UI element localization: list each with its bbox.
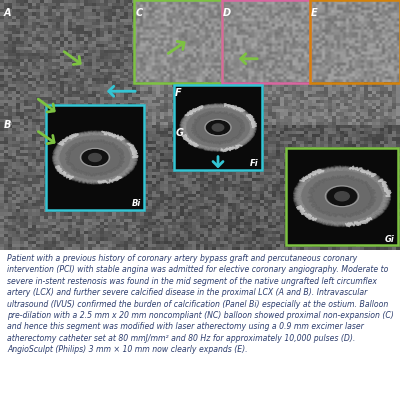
Polygon shape	[294, 166, 391, 226]
Circle shape	[328, 187, 356, 205]
Polygon shape	[293, 166, 391, 227]
Text: E: E	[311, 8, 318, 18]
Circle shape	[82, 150, 108, 166]
Polygon shape	[294, 166, 390, 227]
Circle shape	[206, 120, 230, 135]
Text: F: F	[175, 88, 182, 98]
Polygon shape	[52, 131, 138, 184]
Polygon shape	[53, 131, 138, 184]
Text: C: C	[135, 8, 142, 18]
Polygon shape	[308, 175, 376, 218]
Polygon shape	[192, 111, 245, 144]
Polygon shape	[180, 104, 256, 152]
Polygon shape	[180, 104, 256, 152]
Polygon shape	[180, 104, 256, 152]
Polygon shape	[180, 104, 256, 151]
Polygon shape	[179, 104, 256, 152]
Polygon shape	[293, 166, 391, 227]
Bar	[222, 0, 310, 82]
Text: Patient with a previous history of coronary artery bypass graft and percutaneous: Patient with a previous history of coron…	[7, 254, 394, 354]
Polygon shape	[52, 131, 138, 184]
Bar	[174, 85, 262, 170]
Polygon shape	[294, 166, 391, 227]
Bar	[46, 105, 144, 210]
Polygon shape	[179, 104, 256, 151]
Polygon shape	[294, 166, 390, 227]
Polygon shape	[294, 166, 391, 227]
Polygon shape	[180, 104, 256, 152]
Polygon shape	[180, 104, 256, 152]
Polygon shape	[180, 104, 256, 152]
Bar	[310, 0, 400, 82]
Text: B: B	[4, 120, 11, 130]
Polygon shape	[180, 104, 256, 151]
Polygon shape	[180, 104, 256, 152]
Polygon shape	[180, 104, 256, 151]
Polygon shape	[52, 131, 138, 184]
Text: Bi: Bi	[132, 200, 141, 208]
Circle shape	[212, 124, 224, 131]
Circle shape	[335, 192, 349, 201]
Polygon shape	[293, 166, 391, 226]
Polygon shape	[180, 104, 256, 152]
Bar	[46, 105, 144, 210]
Polygon shape	[180, 104, 256, 151]
Polygon shape	[180, 104, 256, 151]
Polygon shape	[294, 166, 391, 227]
Polygon shape	[52, 131, 138, 184]
Polygon shape	[294, 166, 391, 226]
Circle shape	[89, 154, 101, 162]
Polygon shape	[65, 140, 125, 176]
Polygon shape	[180, 104, 256, 152]
Text: D: D	[223, 8, 231, 18]
Polygon shape	[52, 131, 137, 184]
Polygon shape	[53, 131, 138, 184]
Polygon shape	[293, 166, 390, 227]
Polygon shape	[52, 131, 138, 184]
Polygon shape	[181, 104, 256, 151]
Polygon shape	[52, 131, 138, 184]
Polygon shape	[293, 166, 390, 227]
Text: Gi: Gi	[385, 234, 395, 244]
Polygon shape	[53, 131, 138, 184]
Polygon shape	[293, 166, 391, 226]
Polygon shape	[180, 104, 256, 152]
Polygon shape	[52, 131, 137, 184]
Polygon shape	[52, 131, 138, 184]
Polygon shape	[52, 131, 138, 184]
Polygon shape	[180, 103, 256, 151]
Bar	[134, 0, 222, 82]
Text: Fi: Fi	[250, 160, 259, 168]
Polygon shape	[52, 131, 137, 184]
Polygon shape	[180, 104, 256, 151]
Polygon shape	[52, 131, 138, 184]
Polygon shape	[294, 166, 391, 226]
Polygon shape	[52, 131, 138, 184]
Polygon shape	[293, 166, 391, 226]
Polygon shape	[53, 131, 137, 184]
Bar	[286, 148, 398, 245]
Polygon shape	[293, 166, 390, 226]
Polygon shape	[52, 130, 138, 184]
Text: G: G	[175, 128, 183, 138]
Polygon shape	[52, 131, 138, 184]
Bar	[174, 85, 262, 170]
Polygon shape	[294, 166, 390, 227]
Bar	[286, 148, 398, 245]
Polygon shape	[52, 131, 138, 184]
Text: A: A	[4, 8, 12, 18]
Polygon shape	[293, 166, 391, 227]
Polygon shape	[293, 166, 391, 227]
Polygon shape	[294, 166, 390, 226]
